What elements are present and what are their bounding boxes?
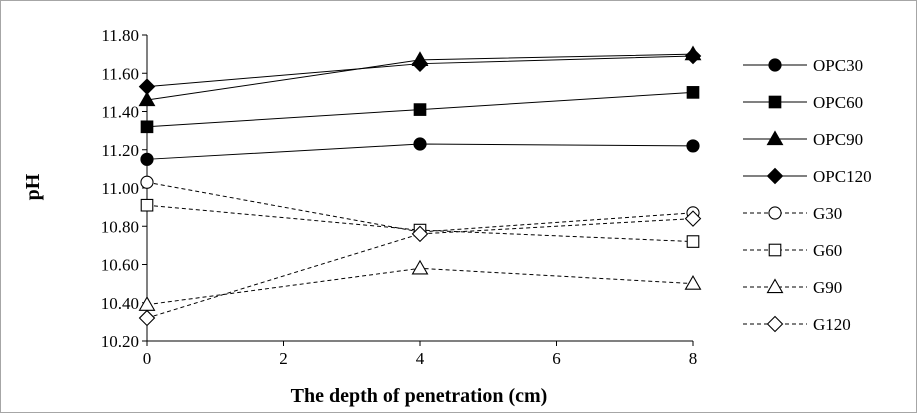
data-point bbox=[413, 137, 427, 151]
axes: 10.20 10.40 10.60 10.80 11.00 11.20 11.40 11.60… bbox=[101, 26, 698, 368]
data-point bbox=[138, 309, 156, 327]
x-tick-label: 6 bbox=[552, 349, 561, 368]
legend-label: OPC30 bbox=[813, 56, 863, 75]
data-point bbox=[686, 139, 700, 153]
series-opc60 bbox=[140, 86, 700, 134]
legend-item-opc60: OPC60 bbox=[743, 93, 863, 112]
y-tick-label: 10.20 bbox=[101, 332, 139, 351]
legend-label: G30 bbox=[813, 204, 842, 223]
y-tick-label: 10.40 bbox=[101, 294, 139, 313]
legend-marker bbox=[768, 206, 782, 220]
x-tick-label: 0 bbox=[143, 349, 152, 368]
legend-marker bbox=[768, 58, 782, 72]
legend-label: OPC60 bbox=[813, 93, 863, 112]
legend-marker bbox=[766, 278, 784, 294]
series-opc30 bbox=[140, 137, 700, 166]
x-tick-label: 8 bbox=[689, 349, 698, 368]
series-g90 bbox=[138, 259, 702, 311]
legend-item-g30: G30 bbox=[743, 204, 842, 223]
legend-marker bbox=[766, 130, 784, 146]
legend-label: G60 bbox=[813, 241, 842, 260]
data-point bbox=[140, 175, 154, 189]
data-point bbox=[684, 47, 702, 65]
series-line bbox=[146, 181, 694, 233]
x-axis-title: The depth of penetration (cm) bbox=[291, 385, 548, 407]
data-point bbox=[411, 55, 429, 72]
legend-item-opc30: OPC30 bbox=[743, 56, 863, 75]
data-point bbox=[138, 78, 156, 95]
data-point bbox=[684, 210, 702, 227]
data-point bbox=[140, 152, 154, 166]
data-point bbox=[686, 235, 700, 248]
data-point bbox=[411, 259, 429, 275]
data-point bbox=[413, 103, 427, 116]
y-tick-label: 10.60 bbox=[101, 256, 139, 275]
data-point bbox=[138, 296, 156, 311]
data-point bbox=[140, 120, 154, 134]
series-layer bbox=[138, 45, 702, 327]
y-axis-title: pH bbox=[22, 173, 44, 200]
legend-item-g120: G120 bbox=[743, 315, 851, 334]
legend-item-g90: G90 bbox=[743, 278, 842, 297]
data-point bbox=[686, 86, 700, 99]
legend-label: OPC90 bbox=[813, 130, 863, 149]
legend-item-opc120: OPC120 bbox=[743, 167, 872, 186]
y-tick-label: 11.40 bbox=[101, 103, 139, 122]
legend-marker bbox=[768, 243, 782, 257]
series-g120 bbox=[138, 210, 702, 327]
series-opc120 bbox=[138, 47, 702, 95]
legend-label: G120 bbox=[813, 315, 851, 334]
data-point bbox=[411, 225, 429, 243]
y-tick-label: 11.20 bbox=[101, 141, 139, 160]
legend: OPC30 OPC60 OPC90 OPC120 G30 G60 G90 G120 bbox=[743, 56, 872, 334]
y-tick-label: 11.80 bbox=[101, 26, 139, 45]
legend-marker bbox=[766, 167, 784, 185]
y-tick-label: 11.00 bbox=[101, 179, 139, 198]
data-point bbox=[140, 198, 154, 212]
x-tick-label: 2 bbox=[279, 349, 288, 368]
data-point bbox=[138, 91, 156, 107]
x-tick-label: 4 bbox=[416, 349, 425, 368]
data-point bbox=[684, 275, 702, 290]
y-tick-label: 11.60 bbox=[101, 64, 139, 83]
legend-label: OPC120 bbox=[813, 167, 872, 186]
legend-marker bbox=[768, 95, 782, 109]
y-tick-label: 10.80 bbox=[101, 217, 139, 236]
legend-marker bbox=[766, 315, 784, 333]
legend-item-opc90: OPC90 bbox=[743, 130, 863, 149]
legend-label: G90 bbox=[813, 278, 842, 297]
legend-item-g60: G60 bbox=[743, 241, 842, 260]
